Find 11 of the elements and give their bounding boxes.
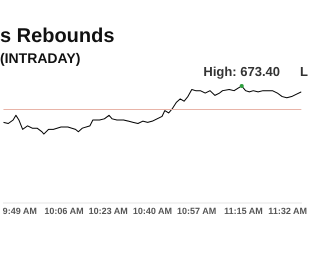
x-tick-label: 10:40 AM: [132, 206, 172, 216]
chart-subtitle: (INTRADAY): [0, 50, 80, 66]
x-tick-label: 10:06 AM: [44, 206, 84, 216]
x-tick-label: 11:32 AM: [268, 206, 307, 216]
chart-title: s Rebounds: [0, 25, 114, 47]
x-tick-label: 11:15 AM: [224, 206, 263, 216]
annotation: High: 673.40: [203, 64, 280, 79]
x-tick-label: 10:23 AM: [88, 206, 128, 216]
x-tick-label: 9:49 AM: [2, 206, 37, 216]
x-tick-label: 10:57 AM: [177, 206, 216, 216]
text: L: [300, 64, 308, 79]
